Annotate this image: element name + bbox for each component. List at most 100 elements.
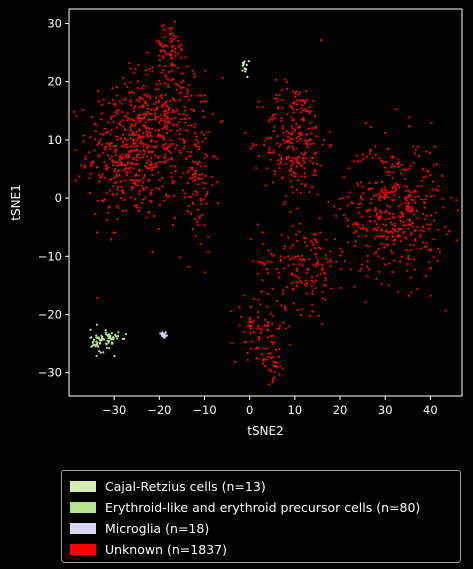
data-point — [304, 237, 308, 240]
data-point — [376, 235, 379, 238]
data-point — [99, 351, 102, 354]
data-point — [268, 149, 271, 152]
data-point — [267, 151, 270, 154]
data-point — [400, 255, 404, 258]
data-point — [392, 259, 396, 262]
data-point — [391, 155, 394, 158]
data-point — [404, 196, 407, 199]
data-point — [199, 165, 202, 168]
data-point — [339, 247, 342, 250]
data-point — [142, 142, 145, 145]
data-point — [427, 227, 430, 230]
data-point — [100, 143, 103, 146]
data-point — [202, 198, 205, 201]
data-point — [323, 138, 326, 142]
data-point — [263, 357, 266, 360]
data-point — [158, 64, 161, 67]
data-point — [151, 66, 154, 69]
data-point — [275, 93, 278, 96]
data-point — [177, 40, 180, 43]
data-point — [107, 154, 110, 157]
data-point — [405, 168, 408, 171]
data-point — [283, 307, 286, 310]
data-point — [121, 156, 124, 159]
data-point — [161, 97, 164, 100]
data-point — [374, 237, 377, 240]
data-point — [353, 285, 356, 288]
data-point — [428, 152, 431, 155]
data-point — [314, 125, 317, 128]
data-point — [155, 165, 158, 168]
data-point — [406, 269, 409, 272]
data-point — [287, 145, 290, 148]
data-point — [303, 100, 306, 103]
data-point — [112, 231, 115, 234]
data-point — [276, 159, 279, 162]
data-point — [281, 292, 285, 295]
data-point — [298, 125, 302, 128]
data-point — [166, 78, 170, 81]
data-point — [242, 330, 245, 333]
legend-item: Unknown (n=1837) — [70, 539, 452, 560]
data-point — [182, 113, 185, 116]
data-point — [150, 201, 153, 204]
data-point — [396, 161, 399, 164]
data-point — [243, 294, 246, 297]
data-point — [104, 127, 107, 130]
data-point — [299, 111, 302, 114]
data-point — [349, 268, 352, 271]
data-point — [163, 49, 166, 52]
data-point — [339, 207, 342, 211]
data-point — [115, 164, 119, 168]
data-point — [282, 203, 285, 206]
data-point — [129, 104, 133, 107]
data-point — [100, 175, 103, 179]
data-point — [289, 258, 292, 261]
data-point — [138, 189, 141, 193]
data-point — [291, 101, 295, 104]
data-point — [185, 65, 188, 68]
data-point — [282, 138, 285, 141]
data-point — [142, 198, 145, 201]
data-point — [180, 49, 183, 52]
data-point — [154, 154, 157, 157]
data-point — [298, 230, 301, 233]
data-point — [329, 258, 332, 261]
data-point — [300, 107, 303, 110]
data-point — [155, 161, 158, 164]
data-point — [295, 99, 298, 102]
data-point — [108, 157, 111, 160]
data-point — [164, 118, 167, 121]
plot-frame — [68, 8, 463, 397]
data-point — [268, 383, 271, 386]
data-point — [412, 199, 415, 202]
data-point — [424, 275, 427, 278]
data-point — [171, 32, 174, 35]
data-point — [377, 226, 380, 229]
data-point — [292, 171, 295, 174]
data-point — [316, 193, 319, 196]
data-point — [405, 237, 408, 240]
data-point — [166, 111, 169, 114]
data-point — [187, 124, 190, 127]
data-point — [178, 92, 181, 95]
data-point — [312, 233, 315, 236]
data-point — [371, 156, 375, 159]
data-point — [375, 223, 378, 226]
data-point — [246, 358, 249, 362]
data-point — [266, 268, 269, 271]
x-tick-label: −30 — [102, 403, 126, 417]
data-point — [312, 243, 315, 246]
data-point — [174, 147, 177, 150]
data-point — [147, 159, 150, 162]
data-point — [283, 247, 286, 250]
data-point — [306, 282, 309, 285]
data-point — [117, 122, 120, 125]
data-point — [291, 138, 294, 141]
data-point — [289, 173, 293, 176]
data-point — [238, 306, 241, 309]
data-point — [340, 268, 343, 271]
data-point — [314, 247, 317, 250]
data-point — [179, 117, 182, 121]
data-point — [134, 68, 137, 71]
